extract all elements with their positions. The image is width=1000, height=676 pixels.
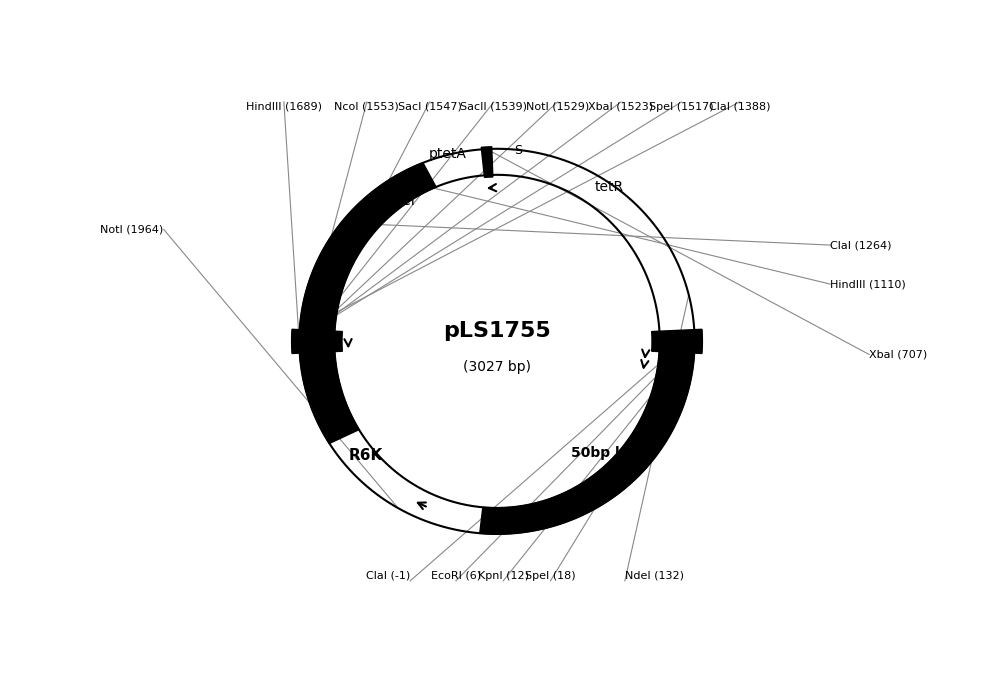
Text: SpeI (1517): SpeI (1517) [649,102,714,112]
Text: HindIII (1689): HindIII (1689) [246,102,322,112]
Text: XbaI (707): XbaI (707) [869,349,927,360]
Polygon shape [299,163,436,443]
Text: ptetA: ptetA [429,147,467,162]
Text: S: S [514,144,522,158]
Text: NotI (1529): NotI (1529) [526,102,589,112]
Text: pLS1755: pLS1755 [443,321,551,341]
Text: ClaI (1388): ClaI (1388) [709,102,770,112]
Text: (3027 bp): (3027 bp) [463,360,531,375]
Text: NdeI (132): NdeI (132) [625,571,684,581]
Text: XbaI (1523): XbaI (1523) [588,102,654,112]
Text: NotI (1964): NotI (1964) [100,224,164,235]
Text: NcoI (1553): NcoI (1553) [334,102,399,112]
Text: SpeI (18): SpeI (18) [525,571,576,581]
Text: ClaI (-1): ClaI (-1) [366,571,410,581]
Text: KpnI (12): KpnI (12) [478,571,529,581]
Text: Ap: Ap [493,515,513,531]
Text: I-SceI: I-SceI [378,194,416,208]
Polygon shape [292,329,342,354]
Text: ClaI (1264): ClaI (1264) [830,240,892,250]
Text: 50bp lacZ: 50bp lacZ [571,446,648,460]
Polygon shape [480,331,695,534]
Text: EcoRI (6): EcoRI (6) [431,571,481,581]
Text: R6K: R6K [349,448,383,463]
Text: S: S [297,348,305,361]
Polygon shape [652,329,702,354]
Text: tetR: tetR [594,180,623,194]
Text: SacII (1539): SacII (1539) [460,102,527,112]
Text: SacI (1547): SacI (1547) [398,102,462,112]
Text: HindIII (1110): HindIII (1110) [830,279,906,289]
Polygon shape [481,147,493,177]
